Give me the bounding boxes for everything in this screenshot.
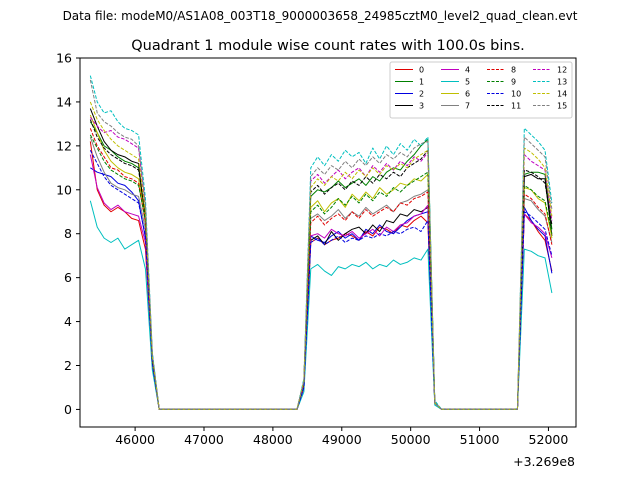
series-group bbox=[89, 75, 553, 410]
y-tick-label: 2 bbox=[64, 358, 72, 373]
y-tick-label: 16 bbox=[56, 51, 72, 66]
legend-label-9: 9 bbox=[511, 77, 516, 86]
y-tick-label: 10 bbox=[56, 182, 72, 197]
axes-frame bbox=[79, 57, 577, 428]
x-tick-label: 48000 bbox=[253, 432, 293, 447]
legend-label-4: 4 bbox=[465, 65, 470, 74]
legend-label-11: 11 bbox=[511, 101, 521, 110]
x-tick-label: 52000 bbox=[529, 432, 569, 447]
y-tick-label: 6 bbox=[64, 270, 72, 285]
axes bbox=[79, 57, 577, 428]
series-line-14 bbox=[89, 101, 553, 410]
legend-label-10: 10 bbox=[511, 89, 521, 98]
series-line-12 bbox=[89, 116, 553, 410]
legend-label-7: 7 bbox=[465, 101, 470, 110]
figure-suptitle: Data file: modeM0/AS1A08_003T18_90000036… bbox=[63, 9, 578, 23]
x-tick-label: 49000 bbox=[322, 432, 362, 447]
y-tick-label: 0 bbox=[64, 402, 72, 417]
legend-label-15: 15 bbox=[557, 101, 567, 110]
series-line-15 bbox=[89, 79, 553, 410]
legend-label-13: 13 bbox=[557, 77, 567, 86]
y-tick-label: 14 bbox=[56, 94, 72, 109]
y-tick-label: 12 bbox=[56, 138, 72, 153]
legend-label-14: 14 bbox=[557, 89, 567, 98]
legend-label-12: 12 bbox=[557, 65, 567, 74]
x-offset-label: +3.269e8 bbox=[513, 454, 575, 469]
legend-label-0: 0 bbox=[419, 65, 424, 74]
x-tick-label: 50000 bbox=[391, 432, 431, 447]
x-tick-label: 46000 bbox=[115, 432, 155, 447]
legend-label-2: 2 bbox=[419, 89, 424, 98]
chart-title: Quadrant 1 module wise count rates with … bbox=[131, 38, 525, 54]
tick-labels: 46000 47000 48000 49000 50000 51000 52000 0 2 4 6 8… bbox=[56, 51, 568, 448]
legend-label-8: 8 bbox=[511, 65, 516, 74]
x-tick-label: 51000 bbox=[460, 432, 500, 447]
legend-box bbox=[389, 61, 573, 119]
legend-label-5: 5 bbox=[465, 77, 470, 86]
y-tick-label: 8 bbox=[64, 226, 72, 241]
y-tick-label: 4 bbox=[64, 314, 72, 329]
legend-label-1: 1 bbox=[419, 77, 424, 86]
legend-label-3: 3 bbox=[419, 101, 424, 110]
x-tick-label: 47000 bbox=[184, 432, 224, 447]
legend-label-6: 6 bbox=[465, 89, 470, 98]
